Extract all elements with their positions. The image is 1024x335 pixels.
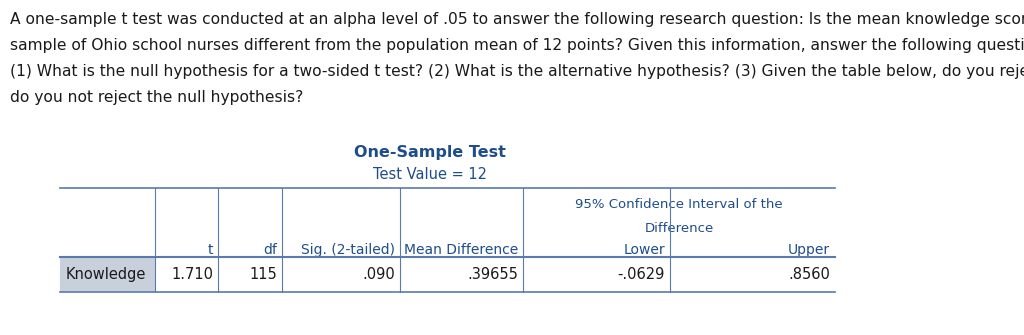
Text: 1.710: 1.710 [171,267,213,282]
Text: df: df [263,243,278,257]
Text: A one-sample t test was conducted at an alpha level of .05 to answer the followi: A one-sample t test was conducted at an … [10,12,1024,27]
Text: 115: 115 [249,267,278,282]
Text: t: t [208,243,213,257]
Bar [60,257,155,292]
Text: Difference: Difference [644,221,714,234]
Text: Knowledge: Knowledge [66,267,146,282]
Text: do you not reject the null hypothesis?: do you not reject the null hypothesis? [10,90,303,105]
Text: Test Value = 12: Test Value = 12 [373,167,487,182]
Text: 95% Confidence Interval of the: 95% Confidence Interval of the [575,199,782,211]
Text: .8560: .8560 [788,267,830,282]
Text: Upper: Upper [787,243,830,257]
Text: Lower: Lower [624,243,665,257]
Text: .090: .090 [362,267,395,282]
Text: Sig. (2-tailed): Sig. (2-tailed) [301,243,395,257]
Text: One-Sample Test: One-Sample Test [354,145,506,160]
Text: -.0629: -.0629 [617,267,665,282]
Text: (1) What is the null hypothesis for a two-sided t test? (2) What is the alternat: (1) What is the null hypothesis for a tw… [10,64,1024,79]
Text: Mean Difference: Mean Difference [403,243,518,257]
Text: .39655: .39655 [467,267,518,282]
Text: sample of Ohio school nurses different from the population mean of 12 points? Gi: sample of Ohio school nurses different f… [10,38,1024,53]
